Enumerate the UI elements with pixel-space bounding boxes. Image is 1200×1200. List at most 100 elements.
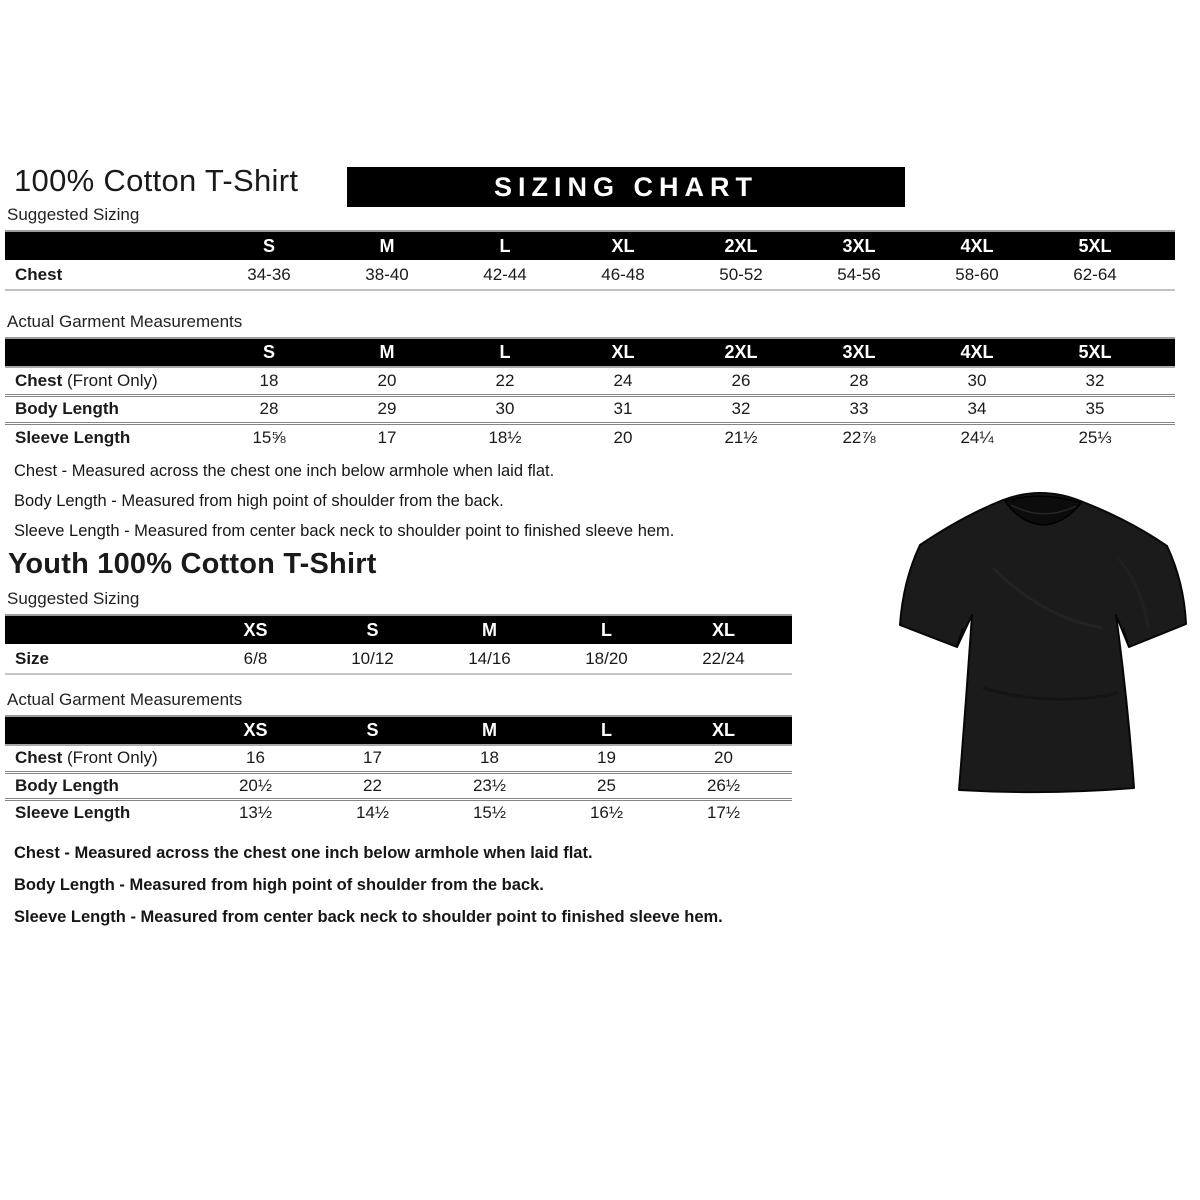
cell: 18 xyxy=(480,748,499,768)
table-header-row: S M L XL 2XL 3XL 4XL 5XL xyxy=(5,339,1175,367)
youth-measurement-notes: Chest - Measured across the chest one in… xyxy=(14,843,723,939)
adult-measurement-notes: Chest - Measured across the chest one in… xyxy=(14,461,674,551)
cell-spacer xyxy=(782,745,792,772)
row-label-text: Chest xyxy=(15,370,63,390)
cell: 10/12 xyxy=(351,648,394,668)
cell-spacer xyxy=(782,799,792,826)
cell-chest-xl: 46-48 xyxy=(601,264,645,284)
cell-chest-5xl: 62-64 xyxy=(1073,264,1117,284)
row-label: Body Length xyxy=(5,772,197,799)
table-row-chest: Chest (Front Only) 18 20 22 24 26 28 30 … xyxy=(5,367,1175,395)
cell: 16 xyxy=(246,748,265,768)
table-header-row: XS S M L XL xyxy=(5,717,792,745)
row-label: Chest (Front Only) xyxy=(5,745,197,772)
row-label-text: Size xyxy=(15,648,50,668)
col-header-2xl: 2XL xyxy=(724,235,758,256)
col-header-4xl: 4XL xyxy=(960,342,994,362)
header-spacer xyxy=(5,717,197,745)
note-body-length: Body Length - Measured from high point o… xyxy=(14,492,504,510)
cell: 22 xyxy=(363,775,382,795)
note-sleeve-length: Sleeve Length - Measured from center bac… xyxy=(14,522,675,540)
cell: 24 xyxy=(613,370,633,390)
black-tshirt-photo xyxy=(893,478,1193,808)
note-body-length: Body Length - Measured from high point o… xyxy=(14,876,544,894)
row-label-suffix: (Front Only) xyxy=(62,748,158,768)
col-header-m: M xyxy=(379,342,395,362)
col-header-l: L xyxy=(601,619,612,640)
row-label-text: Sleeve Length xyxy=(15,427,131,447)
cell: 35 xyxy=(1085,399,1105,418)
header-spacer xyxy=(5,232,210,260)
cell: 15⅝ xyxy=(252,427,286,447)
cell-spacer xyxy=(1154,260,1175,290)
table-row-chest: Chest (Front Only) 16 17 18 19 20 xyxy=(5,745,792,772)
row-label-text: Body Length xyxy=(15,399,119,418)
cell: 26½ xyxy=(706,775,741,795)
cell: 34 xyxy=(967,399,987,418)
cell: 30 xyxy=(967,370,987,390)
cell: 20 xyxy=(377,370,397,390)
row-label: Body Length xyxy=(5,395,210,423)
note-chest: Chest - Measured across the chest one in… xyxy=(14,462,555,480)
table-header-row: S M L XL 2XL 3XL 4XL 5XL xyxy=(5,232,1175,260)
col-header-3xl: 3XL xyxy=(842,235,876,256)
cell: 17 xyxy=(363,748,382,768)
col-header-2xl: 2XL xyxy=(724,342,758,362)
table-row-sleeve-length: Sleeve Length 15⅝ 17 18½ 20 21½ 22⅞ 24¼ … xyxy=(5,423,1175,451)
youth-actual-measurements-table: XS S M L XL Chest (Front Only) 16 17 18 … xyxy=(5,717,792,826)
cell: 22 xyxy=(495,370,515,390)
adult-actual-measurements-section: Actual Garment Measurements S M L XL 2XL… xyxy=(5,312,1175,451)
header-spacer xyxy=(5,616,197,644)
col-header-xl: XL xyxy=(611,235,635,256)
cell: 32 xyxy=(1085,370,1105,390)
cell: 17 xyxy=(377,427,397,447)
tshirt-graphic xyxy=(899,492,1187,794)
note-sleeve-length: Sleeve Length - Measured from center bac… xyxy=(14,908,723,926)
header-spacer-right xyxy=(1154,339,1175,367)
cell: 20 xyxy=(714,748,733,768)
cell-chest-4xl: 58-60 xyxy=(955,264,999,284)
cell: 25 xyxy=(597,775,616,795)
section-label-actual-measurements: Actual Garment Measurements xyxy=(5,690,792,717)
cell-chest-m: 38-40 xyxy=(365,264,409,284)
cell: 33 xyxy=(849,399,869,418)
col-header-xl: XL xyxy=(711,619,735,640)
table-row-sleeve-length: Sleeve Length 13½ 14½ 15½ 16½ 17½ xyxy=(5,799,792,826)
col-header-xl: XL xyxy=(711,720,735,740)
section-label-actual-measurements: Actual Garment Measurements xyxy=(5,312,1175,339)
sizing-chart-banner: SIZING CHART xyxy=(347,167,905,207)
cell: 18 xyxy=(259,370,279,390)
cell: 26 xyxy=(731,370,751,390)
cell-chest-s: 34-36 xyxy=(247,264,291,284)
youth-suggested-sizing-table: XS S M L XL Size 6/8 10/12 14/16 18/20 2… xyxy=(5,616,792,675)
adult-actual-measurements-table: S M L XL 2XL 3XL 4XL 5XL Chest (Front On… xyxy=(5,339,1175,451)
row-label: Sleeve Length xyxy=(5,423,210,451)
row-label-text: Chest xyxy=(15,748,63,768)
cell: 30 xyxy=(495,399,515,418)
col-header-m: M xyxy=(379,235,395,256)
cell: 14½ xyxy=(355,803,390,823)
row-label: Size xyxy=(5,644,197,674)
youth-section-title: Youth 100% Cotton T-Shirt xyxy=(8,548,377,580)
cell: 6/8 xyxy=(243,648,268,668)
cell-spacer xyxy=(1154,367,1175,395)
table-row-body-length: Body Length 20½ 22 23½ 25 26½ xyxy=(5,772,792,799)
col-header-xs: XS xyxy=(243,619,268,640)
youth-actual-measurements-section: Actual Garment Measurements XS S M L XL … xyxy=(5,690,792,826)
row-label: Chest (Front Only) xyxy=(5,367,210,395)
cell-chest-3xl: 54-56 xyxy=(837,264,881,284)
cell: 20 xyxy=(613,427,633,447)
cell: 14/16 xyxy=(468,648,511,668)
row-label-suffix: (Front Only) xyxy=(62,370,158,390)
col-header-l: L xyxy=(499,235,511,256)
cell: 28 xyxy=(259,399,279,418)
cell: 20½ xyxy=(238,775,273,795)
cell: 31 xyxy=(613,399,633,418)
table-row-chest: Chest 34-36 38-40 42-44 46-48 50-52 54-5… xyxy=(5,260,1175,290)
col-header-l: L xyxy=(601,720,612,740)
cell: 23½ xyxy=(472,775,507,795)
col-header-3xl: 3XL xyxy=(842,342,876,362)
adult-suggested-sizing-table: S M L XL 2XL 3XL 4XL 5XL Chest 34-36 38-… xyxy=(5,232,1175,291)
youth-suggested-sizing-section: Suggested Sizing XS S M L XL Size 6/8 10… xyxy=(5,589,792,675)
cell: 13½ xyxy=(238,803,273,823)
